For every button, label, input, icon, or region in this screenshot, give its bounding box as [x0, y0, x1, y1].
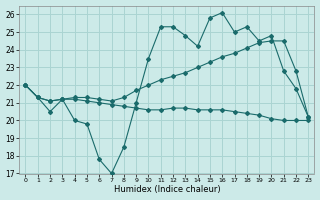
X-axis label: Humidex (Indice chaleur): Humidex (Indice chaleur): [114, 185, 220, 194]
